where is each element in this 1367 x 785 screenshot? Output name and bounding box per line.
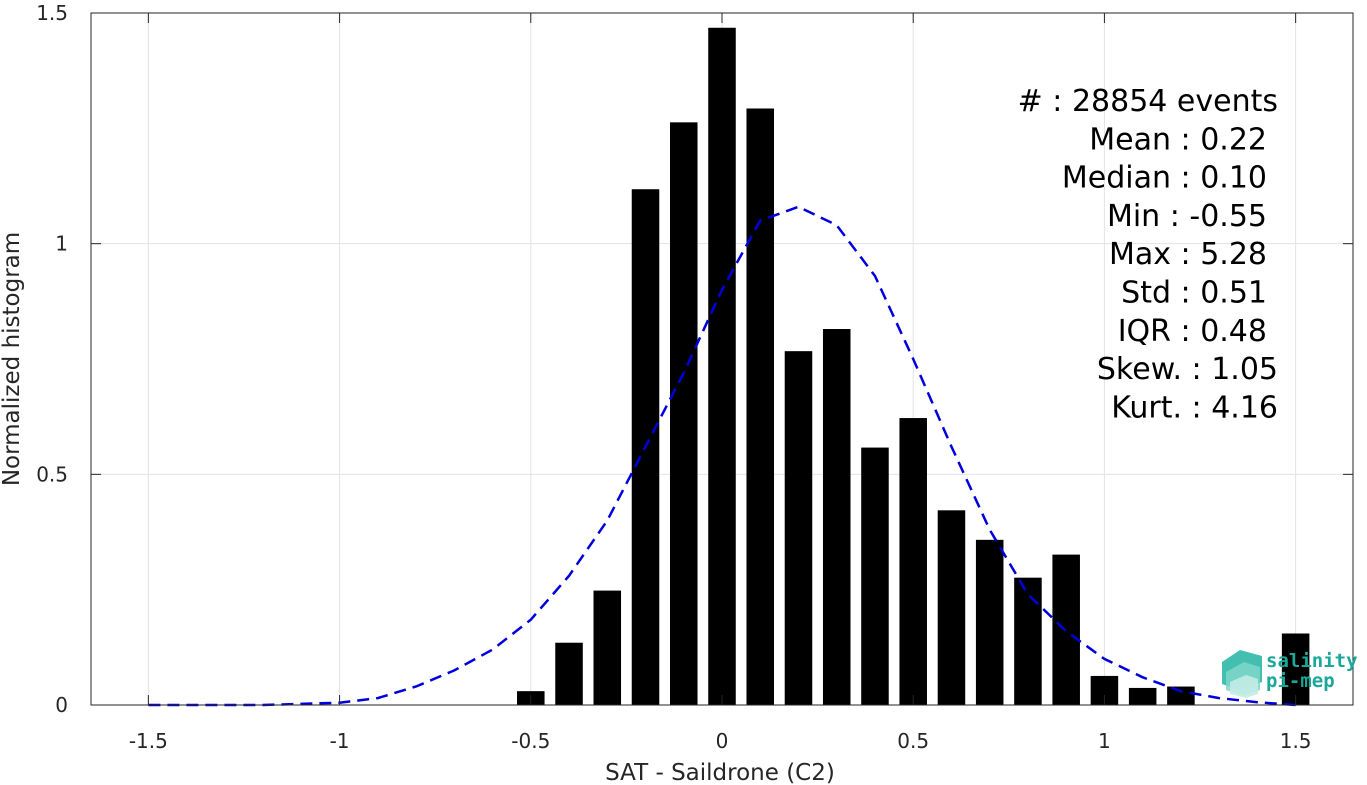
histogram-bar <box>784 351 813 705</box>
stat-line: Min : -0.55 <box>1107 199 1267 234</box>
stat-line: IQR : 0.48 <box>1118 314 1267 349</box>
salinity-pi-mep-logo: salinity pi-mep <box>1222 650 1358 698</box>
logo-emblem-icon <box>1222 650 1262 698</box>
logo-text-line2: pi-mep <box>1266 670 1335 692</box>
histogram-bar <box>746 108 775 706</box>
y-tick-labels: 0 0.5 1 1.5 <box>36 1 68 717</box>
y-tick-label: 1 <box>55 232 68 256</box>
histogram-bar <box>1128 687 1157 705</box>
normal-fit-curve <box>148 205 1296 707</box>
histogram-bar <box>937 510 966 705</box>
histogram-bar <box>669 122 698 705</box>
histogram-bar <box>1167 686 1195 705</box>
logo-text-line1: salinity <box>1266 650 1358 672</box>
x-tick-label: -1 <box>330 729 350 753</box>
x-tick-label: 0 <box>716 729 729 753</box>
x-tick-label: 1 <box>1098 729 1111 753</box>
x-tick-label: 1.5 <box>1280 729 1312 753</box>
histogram-bar <box>822 329 851 705</box>
histogram-bar <box>861 447 889 705</box>
histogram-bar <box>1281 633 1310 705</box>
x-tick-label: -0.5 <box>511 729 550 753</box>
x-tick-label: -1.5 <box>129 729 168 753</box>
stat-line: Max : 5.28 <box>1109 237 1267 272</box>
histogram-bar <box>975 539 1004 705</box>
histogram-bar <box>899 418 927 705</box>
bars-group <box>517 27 1310 706</box>
tick-marks <box>91 12 1353 706</box>
histogram-bar <box>708 27 736 705</box>
stat-line: Std : 0.51 <box>1121 276 1267 311</box>
x-axis-label: SAT - Saildrone (C2) <box>605 760 835 785</box>
stat-line: # : 28854 events <box>1018 84 1278 119</box>
y-tick-label: 0.5 <box>36 462 68 486</box>
histogram-bar <box>1014 577 1042 705</box>
y-tick-label: 0 <box>55 693 68 717</box>
stat-line: Kurt. : 4.16 <box>1111 390 1278 425</box>
x-tick-label: 0.5 <box>897 729 929 753</box>
stat-line: Mean : 0.22 <box>1089 122 1267 157</box>
histogram-bar <box>555 642 583 705</box>
x-tick-labels: -1.5 -1 -0.5 0 0.5 1 1.5 <box>129 729 1312 753</box>
stat-line: Median : 0.10 <box>1062 161 1267 196</box>
histogram-bar <box>593 590 622 705</box>
stat-line: Skew. : 1.05 <box>1097 352 1278 387</box>
y-axis-label: Normalized histogram <box>0 232 25 486</box>
y-tick-label: 1.5 <box>36 1 68 25</box>
